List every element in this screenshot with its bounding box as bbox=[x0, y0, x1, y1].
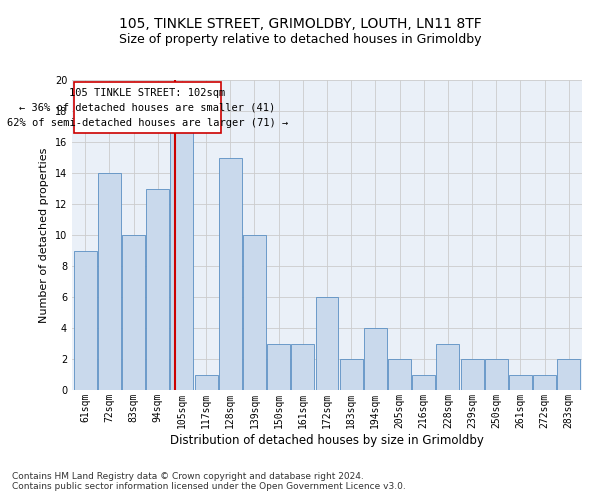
Bar bbox=[219, 158, 242, 390]
Bar bbox=[243, 235, 266, 390]
Text: 62% of semi-detached houses are larger (71) →: 62% of semi-detached houses are larger (… bbox=[7, 118, 288, 128]
Bar bbox=[267, 344, 290, 390]
Text: Size of property relative to detached houses in Grimoldby: Size of property relative to detached ho… bbox=[119, 32, 481, 46]
X-axis label: Distribution of detached houses by size in Grimoldby: Distribution of detached houses by size … bbox=[170, 434, 484, 446]
Bar bbox=[436, 344, 460, 390]
Bar bbox=[509, 374, 532, 390]
FancyBboxPatch shape bbox=[74, 82, 221, 134]
Bar bbox=[74, 250, 97, 390]
Bar bbox=[146, 188, 169, 390]
Bar bbox=[170, 126, 193, 390]
Text: ← 36% of detached houses are smaller (41): ← 36% of detached houses are smaller (41… bbox=[19, 103, 275, 113]
Bar bbox=[122, 235, 145, 390]
Bar bbox=[461, 359, 484, 390]
Bar bbox=[98, 173, 121, 390]
Text: Contains public sector information licensed under the Open Government Licence v3: Contains public sector information licen… bbox=[12, 482, 406, 491]
Bar bbox=[364, 328, 387, 390]
Bar bbox=[316, 297, 338, 390]
Bar bbox=[292, 344, 314, 390]
Text: Contains HM Land Registry data © Crown copyright and database right 2024.: Contains HM Land Registry data © Crown c… bbox=[12, 472, 364, 481]
Y-axis label: Number of detached properties: Number of detached properties bbox=[39, 148, 49, 322]
Bar bbox=[557, 359, 580, 390]
Bar bbox=[412, 374, 435, 390]
Bar bbox=[485, 359, 508, 390]
Bar bbox=[340, 359, 362, 390]
Text: 105 TINKLE STREET: 102sqm: 105 TINKLE STREET: 102sqm bbox=[70, 88, 226, 99]
Bar bbox=[533, 374, 556, 390]
Bar bbox=[194, 374, 218, 390]
Bar bbox=[388, 359, 411, 390]
Text: 105, TINKLE STREET, GRIMOLDBY, LOUTH, LN11 8TF: 105, TINKLE STREET, GRIMOLDBY, LOUTH, LN… bbox=[119, 18, 481, 32]
